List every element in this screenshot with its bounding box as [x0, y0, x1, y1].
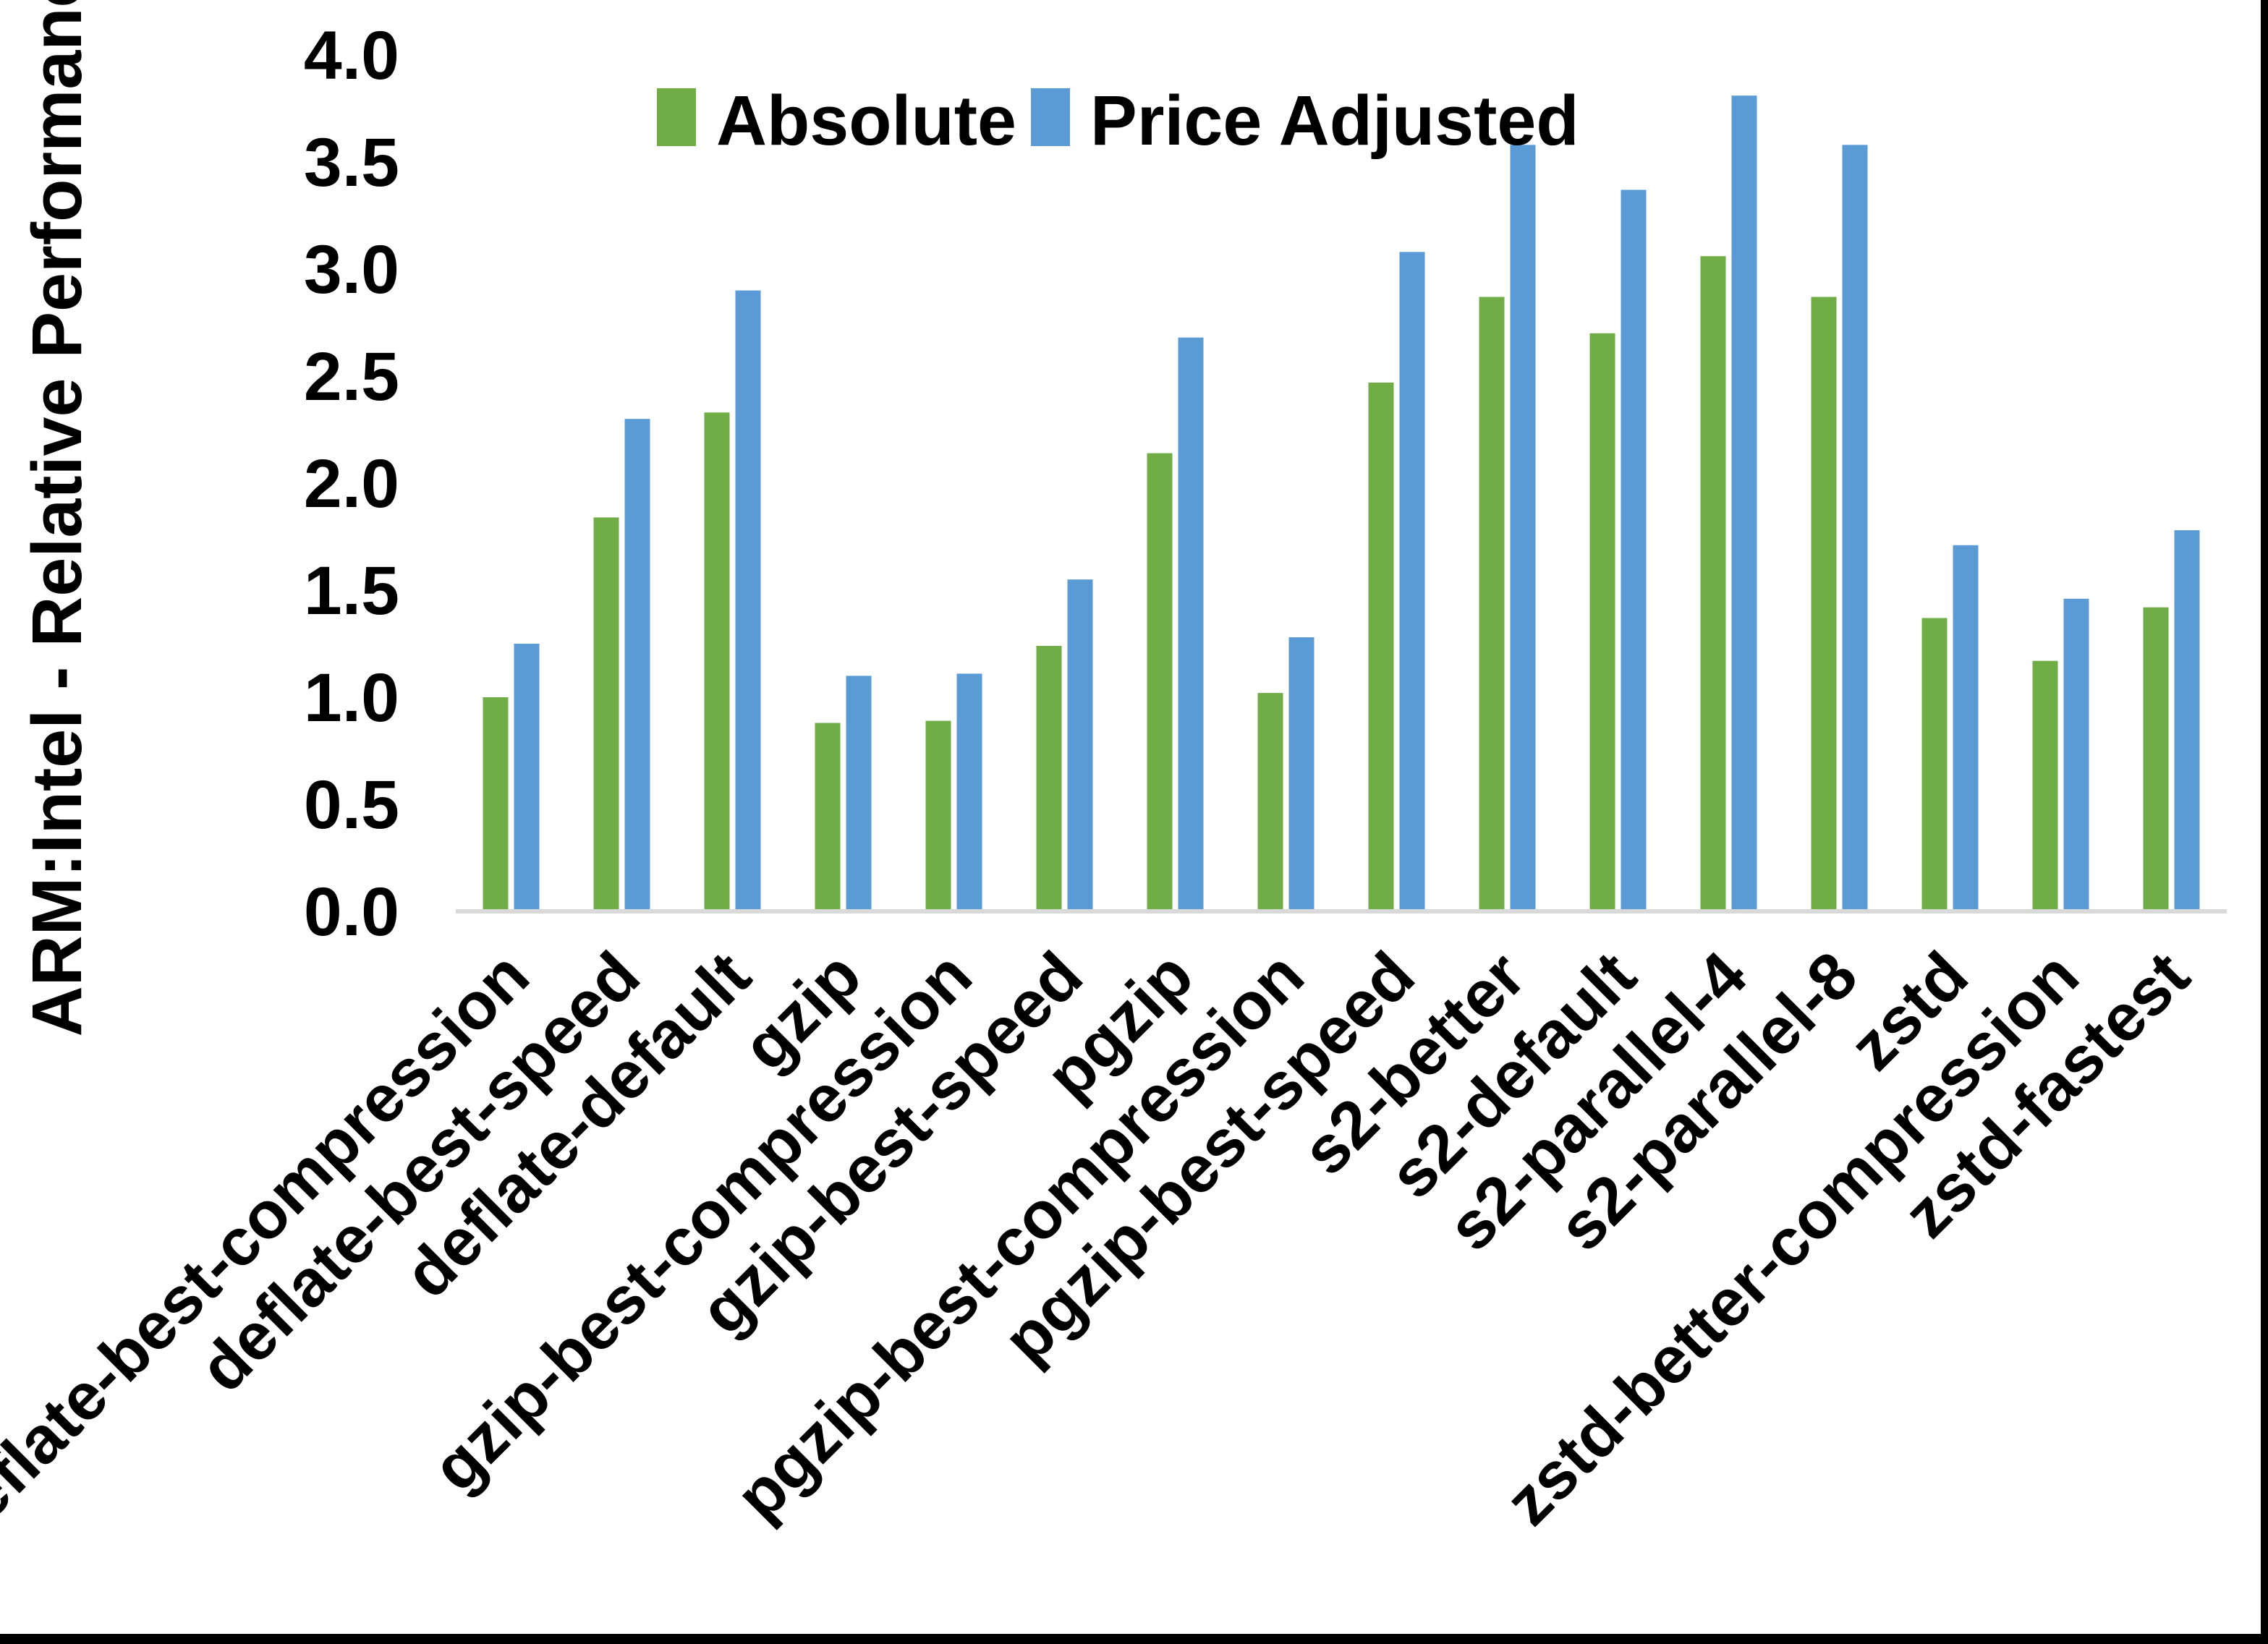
bar-price-adjusted-gzip-best-speed	[1067, 579, 1093, 911]
bar-absolute-gzip-best-compression	[925, 720, 951, 911]
bar-absolute-gzip	[815, 723, 841, 911]
bar-price-adjusted-zstd-fastest	[2174, 530, 2200, 911]
bar-absolute-s2-parallel-4	[1700, 256, 1726, 911]
bar-price-adjusted-deflate-default	[735, 290, 761, 912]
bar-absolute-zstd-fastest	[2143, 607, 2169, 911]
y-tick-label-1.5: 1.5	[304, 553, 399, 629]
x-axis-category-labels: deflate-best-compressiondeflate-best-spe…	[0, 938, 2204, 1563]
bar-price-adjusted-zstd	[1953, 545, 1979, 911]
legend-swatch-absolute	[657, 88, 696, 146]
bar-price-adjusted-pgzip	[1178, 337, 1204, 911]
bar-absolute-zstd	[1921, 618, 1948, 911]
bar-absolute-gzip-best-speed	[1036, 646, 1062, 911]
bar-price-adjusted-s2-default	[1621, 189, 1647, 911]
y-tick-label-0.5: 0.5	[304, 767, 399, 843]
y-axis-tick-labels: 0.0 0.5 1.0 1.5 2.0 2.5 3.0 3.5 4.0	[304, 17, 399, 950]
bar-price-adjusted-gzip-best-compression	[956, 673, 982, 911]
bar-absolute-zstd-better-compression	[2032, 660, 2058, 911]
bar-absolute-s2-parallel-8	[1811, 297, 1837, 911]
bar-price-adjusted-pgzip-best-compression	[1288, 637, 1314, 911]
bar-absolute-s2-default	[1589, 333, 1615, 911]
bars-layer	[483, 95, 2200, 912]
bar-price-adjusted-s2-better	[1510, 145, 1536, 911]
y-tick-label-0.0: 0.0	[304, 874, 399, 950]
bar-absolute-deflate-default	[704, 412, 730, 911]
bar-absolute-pgzip	[1147, 453, 1173, 911]
bar-absolute-pgzip-best-speed	[1368, 382, 1394, 911]
legend: Absolute Price Adjusted	[657, 81, 1579, 160]
bar-absolute-s2-better	[1479, 297, 1505, 911]
y-tick-label-3.5: 3.5	[304, 124, 399, 201]
bar-absolute-deflate-best-compression	[483, 697, 509, 911]
bar-price-adjusted-s2-parallel-8	[1842, 145, 1868, 911]
bar-absolute-deflate-best-speed	[593, 517, 619, 911]
legend-swatch-price-adjusted	[1031, 88, 1070, 146]
bar-price-adjusted-s2-parallel-4	[1731, 95, 1757, 912]
y-tick-label-1.0: 1.0	[304, 660, 399, 736]
y-axis-title: ARM:Intel - Relative Performance	[17, 0, 96, 1036]
y-tick-label-4.0: 4.0	[304, 17, 399, 94]
bar-price-adjusted-deflate-best-compression	[514, 644, 540, 911]
bar-price-adjusted-zstd-better-compression	[2063, 598, 2089, 911]
right-border	[2261, 0, 2268, 1644]
bar-price-adjusted-pgzip-best-speed	[1399, 252, 1425, 911]
bar-price-adjusted-deflate-best-speed	[624, 419, 650, 911]
bar-absolute-pgzip-best-compression	[1257, 693, 1283, 911]
legend-label-price-adjusted: Price Adjusted	[1090, 81, 1579, 160]
bar-price-adjusted-gzip	[846, 676, 872, 911]
legend-label-absolute: Absolute	[716, 81, 1016, 160]
y-tick-label-2.5: 2.5	[304, 338, 399, 415]
y-tick-label-2.0: 2.0	[304, 446, 399, 522]
bottom-border	[0, 1634, 2268, 1644]
y-tick-label-3.0: 3.0	[304, 231, 399, 308]
